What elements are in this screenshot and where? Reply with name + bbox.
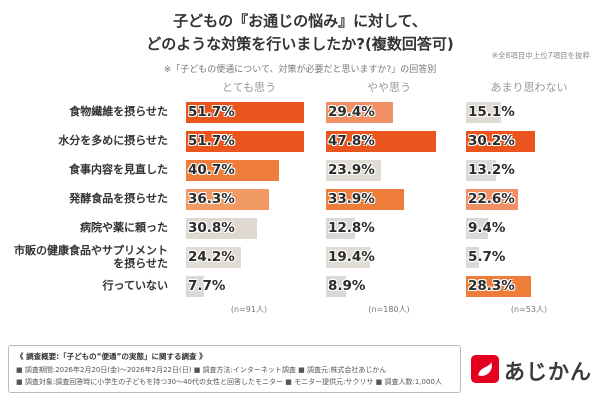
bar (326, 101, 394, 123)
ajikan-logo-text: あじかん (504, 360, 592, 384)
category-label: 発酵食品を摂らせた (69, 192, 168, 206)
bar (326, 275, 347, 297)
bar (186, 130, 305, 152)
bar (466, 217, 488, 239)
bar-value: 23.9% (328, 162, 375, 178)
column-header-2: やや思う (367, 80, 411, 94)
bar-value: 15.1% (468, 104, 515, 120)
table-row: 行っていない 7.7% 8.9% 28.3% (8, 272, 592, 301)
bar-value: 12.8% (328, 220, 375, 236)
bar-value: 51.7% (188, 104, 235, 120)
sample-size-2: (n=180人) (368, 304, 410, 314)
footer: 《 調査概要:「子どもの“便通”の実態」に関する調査 》 ■ 調査期間:2026… (8, 345, 592, 393)
category-label: 食物繊維を摂らせた (69, 105, 168, 119)
bar-chart: とても思う やや思う あまり思わない 食物繊維を摂らせた 51.7% 29.4%… (8, 79, 592, 315)
bar (326, 246, 371, 268)
bar (186, 246, 242, 268)
table-row: 発酵食品を摂らせた 36.3% 33.9% 22.6% (8, 185, 592, 214)
bar (466, 130, 536, 152)
bar-value: 47.8% (328, 133, 375, 149)
bar-value: 7.7% (188, 278, 226, 294)
bar (326, 188, 404, 210)
bar (466, 159, 497, 181)
ajikan-logo-icon (471, 355, 499, 387)
sample-size-1: (n=91人) (230, 304, 268, 314)
bar (186, 275, 204, 297)
survey-line-1: ■ 調査期間:2026年2月20日(金)〜2026年2月22日(日) ■ 調査方… (16, 365, 387, 374)
column-header-3: あまり思わない (490, 80, 568, 94)
sample-size-3: (n=53人) (510, 304, 548, 314)
bar-value: 13.2% (468, 162, 515, 178)
bar (186, 159, 280, 181)
bar (466, 246, 480, 268)
bar-value: 51.7% (188, 133, 235, 149)
survey-heading: 《 調査概要:「子どもの“便通”の実態」に関する調査 》 (16, 352, 207, 362)
bar-value: 29.4% (328, 104, 375, 120)
table-row: 市販の健康食品やサプリメントを摂らせた 24.2% 19.4% 5.7% (8, 243, 592, 272)
table-row: 食物繊維を摂らせた 51.7% 29.4% 15.1% (8, 98, 592, 127)
title-note: ※全8項目中上位7項目を抜粋 (491, 51, 590, 60)
bar (466, 101, 501, 123)
bar (186, 101, 305, 123)
category-label: 病院や薬に頼った (80, 221, 168, 235)
bar-value: 28.3% (468, 278, 515, 294)
category-label: 行っていない (102, 279, 168, 293)
column-headers: とても思う やや思う あまり思わない (8, 79, 592, 95)
title-line2: どのような対策を行いましたか?(複数回答可) (146, 35, 454, 54)
bar-value: 33.9% (328, 191, 375, 207)
title-line1: 子どもの『お通じの悩み』に対して、 (173, 12, 427, 30)
bar-value: 24.2% (188, 249, 235, 265)
bar (326, 130, 436, 152)
bar (326, 159, 381, 181)
bar-value: 30.2% (468, 133, 515, 149)
chart-subtitle: ※「子どもの便通について、対策が必要だと思いますか?」の回答別 (163, 64, 437, 75)
sample-size-row: (n=91人) (n=180人) (n=53人) (8, 304, 592, 315)
bar-value: 40.7% (188, 162, 235, 178)
bar (186, 217, 257, 239)
page-title: 子どもの『お通じの悩み』に対して、 どのような対策を行いましたか?(複数回答可) (0, 0, 600, 57)
column-header-1: とても思う (221, 80, 277, 94)
category-label: 食事内容を見直した (69, 163, 168, 177)
bar-value: 9.4% (468, 220, 506, 236)
survey-line-2: ■ 調査対象:調査回答時に小学生の子どもを持つ30〜40代の女性と回答したモニタ… (16, 377, 442, 386)
survey-overview-box: 《 調査概要:「子どもの“便通”の実態」に関する調査 》 ■ 調査期間:2026… (8, 345, 461, 393)
bar (466, 188, 518, 210)
table-row: 水分を多めに摂らせた 51.7% 47.8% 30.2% (8, 127, 592, 156)
bar-value: 5.7% (468, 249, 506, 265)
category-label: 市販の健康食品やサプリメントを摂らせた (14, 243, 168, 270)
bar-value: 30.8% (188, 220, 235, 236)
category-label: 水分を多めに摂らせた (58, 134, 168, 148)
bar-value: 19.4% (328, 249, 375, 265)
bar (466, 275, 531, 297)
bar-value: 22.6% (468, 191, 515, 207)
bar-value: 36.3% (188, 191, 235, 207)
table-row: 病院や薬に頼った 30.8% 12.8% 9.4% (8, 214, 592, 243)
bar (326, 217, 356, 239)
ajikan-logo: あじかん (471, 355, 592, 393)
bar-value: 8.9% (328, 278, 366, 294)
table-row: 食事内容を見直した 40.7% 23.9% 13.2% (8, 156, 592, 185)
bar (186, 188, 270, 210)
